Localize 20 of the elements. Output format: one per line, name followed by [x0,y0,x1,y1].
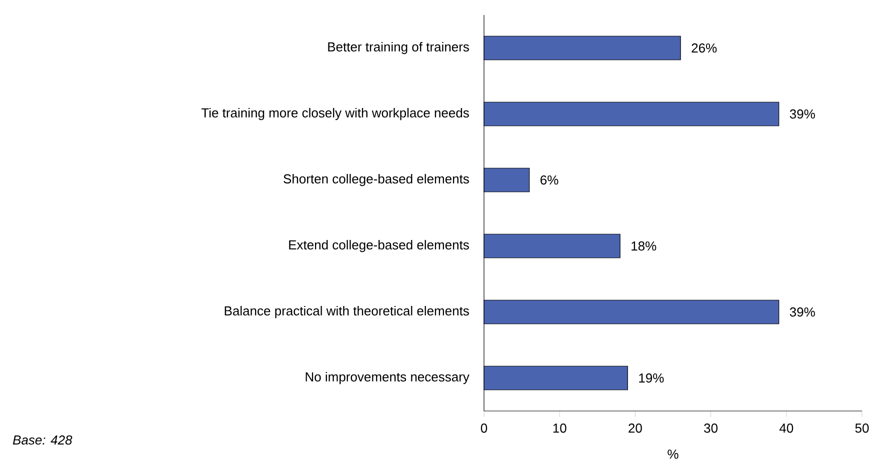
data-label: 19% [639,373,664,383]
x-tick-label: 50 [855,424,869,433]
x-tick-label: 10 [553,424,566,433]
data-label: 6% [540,175,558,185]
y-tick-label: Extend college-based elements [289,240,469,252]
x-tick-label: 0 [480,424,488,433]
y-tick-label: Shorten college-based elements [284,174,469,186]
data-label: 26% [692,43,717,53]
y-tick-label: No improvements necessary [306,372,470,384]
y-tick-label: Better training of trainers [328,42,469,54]
data-label: 39% [790,109,815,119]
text: Base: 428 [12,435,72,445]
x-tick-label: 40 [779,424,794,433]
x-axis-title: % [668,450,678,459]
x-tick-label: 30 [704,424,718,433]
data-label: 18% [632,241,656,251]
x-tick-label: 20 [628,424,642,433]
data-label: 39% [790,307,815,317]
y-tick-label: Balance practical with theoretical elements [224,306,469,318]
y-tick-label: Tie training more closely with workplace needs [201,108,469,120]
